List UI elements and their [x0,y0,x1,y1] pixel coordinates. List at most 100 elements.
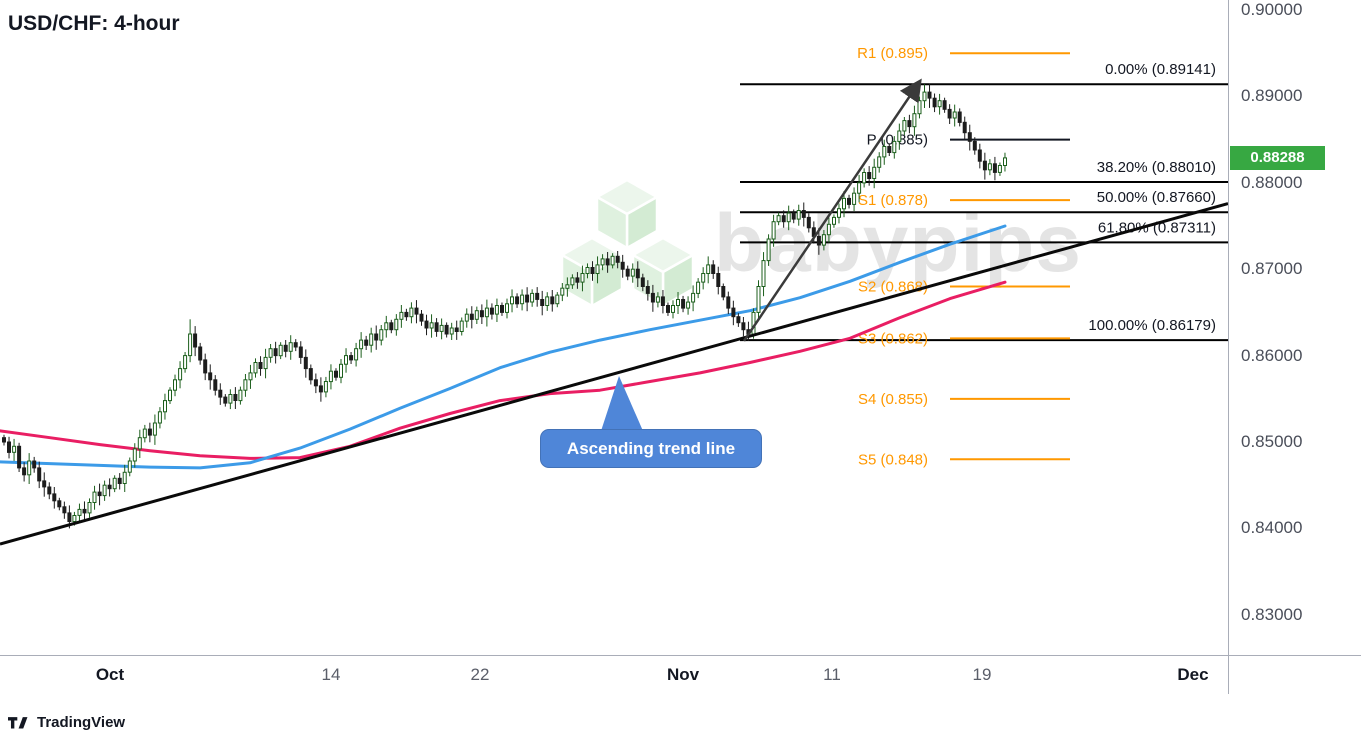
candle-body [806,216,811,229]
candle-body [494,305,499,315]
candle-body [339,363,343,378]
candle-body [344,355,348,365]
candle-body [716,273,721,287]
candle-body [152,422,157,436]
candle-body [580,273,585,283]
candle-body [203,359,208,374]
candle-body [882,146,887,158]
candle-body [27,460,32,476]
candle-body [198,346,203,361]
candle-body [183,355,188,370]
candle-body [741,322,746,331]
candle-body [525,294,530,303]
pivot-level-label: S3 (0.862) [858,330,928,347]
candle-body [887,146,892,153]
candle-body [283,344,288,352]
price-axis-label: 0.83000 [1241,604,1303,624]
candle-body [917,100,922,115]
candle-body [77,508,82,516]
candle-body [208,372,213,381]
candle-body [137,437,142,450]
candle-body [902,120,907,132]
candle-body [122,471,127,484]
slow-ma-line [0,280,1007,460]
candle-body [515,296,520,305]
candle-body [258,362,263,369]
candle-body [102,484,107,497]
price-axis-label: 0.85000 [1241,432,1303,451]
candle-body [369,333,374,346]
candle-body [127,460,132,473]
candle-body [223,396,228,404]
candle-body [409,307,414,318]
candle-body [308,368,313,381]
candle-body [756,286,761,313]
candle-body [42,480,47,488]
price-axis[interactable]: 0.88288 0.90000 0.89000 0.88000 0.87000 0.86… [1228,0,1360,694]
time-axis-divider [0,655,1361,656]
candle-body [630,268,635,277]
candle-body [590,267,595,274]
candle-body [334,370,338,378]
candle-body [349,355,354,361]
candle-body [897,130,902,142]
candle-body [444,324,449,335]
candle-body [766,238,771,262]
candle-body [655,296,660,303]
candle-body [821,234,826,246]
candle-body [852,192,857,205]
tradingview-attribution[interactable]: TradingView [8,714,125,731]
candle-body [565,284,570,289]
candle-body [857,182,862,194]
candle-body [62,506,67,514]
candle-body [640,277,645,287]
candle-body [52,493,57,502]
candle-body [982,160,987,171]
candle-body [479,310,484,318]
fib-level-label: 50.00% (0.87660) [1097,189,1216,206]
candle-body [233,394,238,401]
candle-body [2,437,6,443]
time-axis[interactable]: Oct 14 22 Nov 11 19 Dec [0,656,1228,694]
candle-body [12,445,17,453]
candle-body [163,400,167,413]
candle-body [454,327,459,332]
trend-line-callout-label: Ascending trend line [566,438,736,458]
trend-line-callout[interactable]: Ascending trend line [540,429,762,468]
candle-body [550,296,555,305]
time-axis-label: Nov [666,665,700,684]
candle-body [615,255,620,263]
pivot-level-label: S1 (0.878) [858,192,928,209]
price-chart[interactable]: 0.00% (0.89141) 38.20% (0.88010) 50.00% (0… [0,0,1228,655]
candle-body [434,322,439,332]
candle-body [298,346,303,358]
impulse-arrow[interactable] [742,78,922,342]
candle-body [1003,157,1007,166]
candle-body [389,322,394,331]
candle-body [243,379,248,391]
time-axis-label: 14 [321,665,341,684]
ascending-trend-line[interactable] [0,202,1228,546]
candle-body [645,286,650,294]
candle-body [359,339,364,350]
candle-body [570,277,575,286]
candle-body [414,307,419,315]
candle-body [816,235,821,246]
candle-body [97,491,102,497]
candle-body [323,381,328,393]
candle-body [318,385,323,393]
page-title: USD/CHF: 4-hour [8,12,180,35]
candle-body [691,292,696,303]
fib-level-label: 100.00% (0.86179) [1088,317,1216,334]
candle-body [972,140,977,151]
candle-body [510,296,514,305]
candle-body [585,267,590,274]
candle-body [660,296,665,306]
pivot-level-label: S5 (0.848) [858,451,928,468]
candle-body [540,299,545,306]
candle-body [967,132,972,142]
price-axis-label: 0.90000 [1241,0,1303,19]
candle-body [213,379,218,391]
candle-body [736,316,741,324]
